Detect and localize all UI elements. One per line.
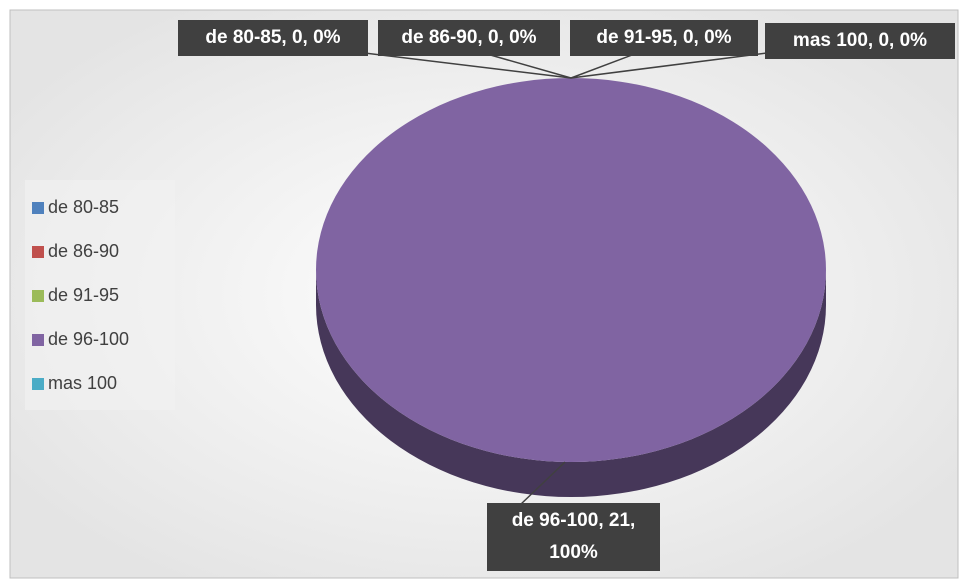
slice xyxy=(316,78,826,462)
pie xyxy=(316,78,826,497)
legend-box xyxy=(25,180,175,410)
legend-item: de 91-95 xyxy=(32,285,119,306)
legend-item: de 80-85 xyxy=(32,197,119,218)
legend-label: de 91-95 xyxy=(48,285,120,305)
legend-swatch xyxy=(32,245,44,258)
legend-swatch xyxy=(32,201,44,214)
legend-item: de 86-90 xyxy=(32,241,119,262)
legend-label: de 80-85 xyxy=(48,197,120,217)
data-label: de 96-100, 21, 100% xyxy=(487,503,660,571)
legend-label: de 86-90 xyxy=(48,241,120,261)
legend-item: mas 100 xyxy=(32,373,117,394)
data-label: de 86-90, 0, 0% xyxy=(378,20,560,56)
data-label: de 80-85, 0, 0% xyxy=(178,20,368,56)
leader-line xyxy=(479,51,572,79)
data-label: de 91-95, 0, 0% xyxy=(570,20,758,56)
legend-label: de 96-100 xyxy=(48,329,130,349)
legend-swatch xyxy=(32,333,44,346)
leader-line xyxy=(519,461,566,506)
legend-swatch xyxy=(32,377,44,390)
leader-line xyxy=(570,51,641,79)
data-label: mas 100, 0, 0% xyxy=(765,23,955,59)
slice-side xyxy=(316,270,826,497)
legend-item: de 96-100 xyxy=(32,329,129,350)
legend-label: mas 100 xyxy=(48,373,118,393)
legend-swatch xyxy=(32,289,44,302)
